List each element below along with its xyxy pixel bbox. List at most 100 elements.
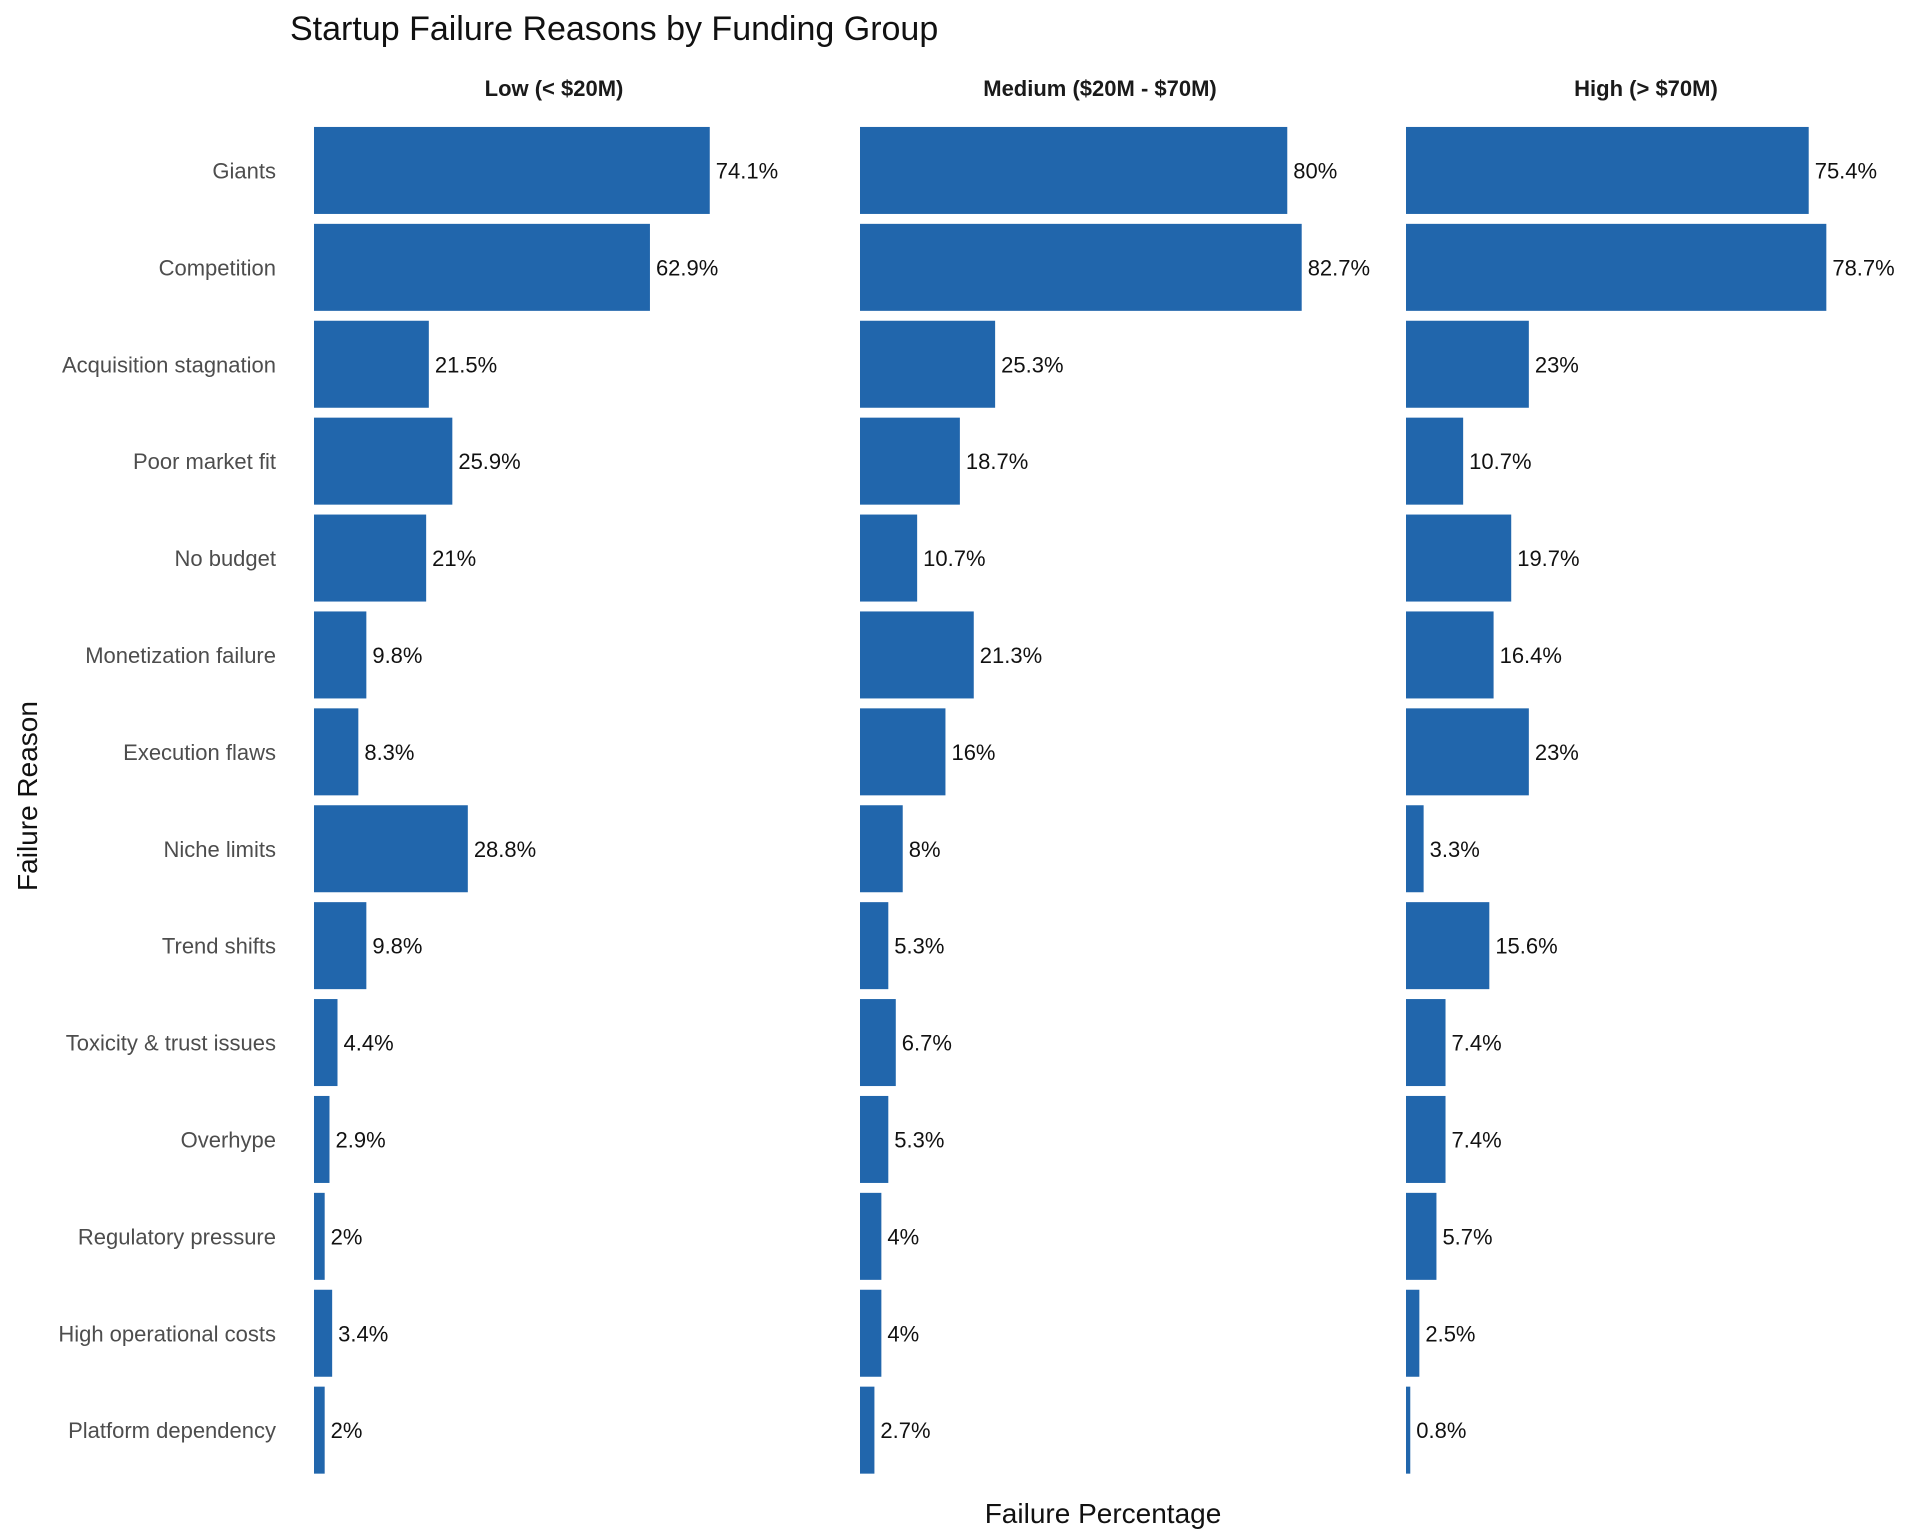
bar xyxy=(860,1095,889,1183)
data-label: 25.3% xyxy=(1001,352,1063,377)
data-label: 5.7% xyxy=(1442,1224,1492,1249)
data-label: 2% xyxy=(331,1224,363,1249)
category-label: High operational costs xyxy=(58,1321,276,1346)
bar xyxy=(860,1386,875,1474)
data-label: 10.7% xyxy=(923,546,985,571)
facet-label: Low (< $20M) xyxy=(485,76,624,101)
category-label: Regulatory pressure xyxy=(78,1224,276,1249)
data-label: 25.9% xyxy=(458,449,520,474)
bar xyxy=(314,999,338,1087)
data-label: 7.4% xyxy=(1452,1127,1502,1152)
facet-panel: Low (< $20M) 74.1% 62.9% 21.5% 25.9% 21% 9.8% 8… xyxy=(314,76,778,1474)
data-label: 2.5% xyxy=(1425,1321,1475,1346)
y-axis-title: Failure Reason xyxy=(12,701,43,891)
category-label: Poor market fit xyxy=(133,449,276,474)
category-label: Competition xyxy=(159,255,276,280)
bar xyxy=(860,1289,882,1377)
data-label: 21.5% xyxy=(435,352,497,377)
facet-panel: High (> $70M) 75.4% 78.7% 23% 10.7% 19.7% 16.4… xyxy=(1406,76,1895,1474)
data-label: 75.4% xyxy=(1815,158,1877,183)
bar xyxy=(1406,1289,1420,1377)
data-label: 9.8% xyxy=(372,934,422,959)
bar xyxy=(314,223,650,311)
bar xyxy=(314,1289,333,1377)
bar xyxy=(314,1192,325,1280)
bar xyxy=(860,320,996,408)
data-label: 8% xyxy=(909,837,941,862)
bar xyxy=(860,417,960,505)
category-label: Giants xyxy=(212,158,276,183)
bar xyxy=(860,999,896,1087)
bar xyxy=(1406,1095,1446,1183)
bar xyxy=(860,223,1302,311)
data-label: 4% xyxy=(887,1321,919,1346)
data-label: 15.6% xyxy=(1495,934,1557,959)
x-axis-title: Failure Percentage xyxy=(985,1498,1222,1529)
bar xyxy=(1406,611,1494,699)
data-label: 18.7% xyxy=(966,449,1028,474)
data-label: 10.7% xyxy=(1469,449,1531,474)
bar xyxy=(314,805,468,893)
bar xyxy=(1406,902,1490,990)
bar xyxy=(1406,320,1529,408)
category-label: Niche limits xyxy=(164,837,276,862)
data-label: 82.7% xyxy=(1308,255,1370,280)
bar xyxy=(314,417,453,505)
data-label: 3.3% xyxy=(1430,837,1480,862)
bar xyxy=(860,611,974,699)
bar xyxy=(314,126,710,214)
facets-layer: Giants Competition Acquisition stagnation P… xyxy=(58,76,1895,1474)
bar xyxy=(314,1386,325,1474)
bar xyxy=(314,708,359,796)
data-label: 21% xyxy=(432,546,476,571)
data-label: 7.4% xyxy=(1452,1031,1502,1056)
data-label: 16.4% xyxy=(1500,643,1562,668)
data-label: 28.8% xyxy=(474,837,536,862)
facet-label: High (> $70M) xyxy=(1574,76,1718,101)
bar xyxy=(314,902,367,990)
data-label: 80% xyxy=(1293,158,1337,183)
data-label: 4.4% xyxy=(344,1031,394,1056)
bar xyxy=(860,902,889,990)
bar xyxy=(1406,708,1529,796)
data-label: 21.3% xyxy=(980,643,1042,668)
bar xyxy=(1406,999,1446,1087)
bar xyxy=(1406,1386,1411,1474)
data-label: 23% xyxy=(1535,740,1579,765)
data-label: 3.4% xyxy=(338,1321,388,1346)
facet-panel: Medium ($20M - $70M) 80% 82.7% 25.3% 18.7% 10… xyxy=(860,76,1370,1474)
data-label: 5.3% xyxy=(894,934,944,959)
category-label: Trend shifts xyxy=(162,934,276,959)
data-label: 74.1% xyxy=(716,158,778,183)
bar xyxy=(1406,417,1464,505)
chart-title: Startup Failure Reasons by Funding Group xyxy=(290,10,938,48)
data-label: 8.3% xyxy=(364,740,414,765)
bar xyxy=(860,805,903,893)
category-label: Toxicity & trust issues xyxy=(66,1031,276,1056)
data-label: 62.9% xyxy=(656,255,718,280)
bar xyxy=(1406,805,1424,893)
bar xyxy=(1406,1192,1437,1280)
bar xyxy=(314,320,429,408)
data-label: 2.7% xyxy=(880,1418,930,1443)
bar xyxy=(1406,514,1512,602)
bar xyxy=(314,514,427,602)
bar xyxy=(860,708,946,796)
bar xyxy=(314,1095,330,1183)
category-label: No budget xyxy=(174,546,276,571)
facet-label: Medium ($20M - $70M) xyxy=(983,76,1217,101)
data-label: 6.7% xyxy=(902,1031,952,1056)
category-label: Acquisition stagnation xyxy=(62,352,276,377)
bar xyxy=(1406,126,1809,214)
data-label: 2.9% xyxy=(335,1127,385,1152)
data-label: 2% xyxy=(331,1418,363,1443)
data-label: 4% xyxy=(887,1224,919,1249)
category-label: Overhype xyxy=(181,1127,276,1152)
bar xyxy=(860,126,1288,214)
data-label: 0.8% xyxy=(1416,1418,1466,1443)
data-label: 5.3% xyxy=(894,1127,944,1152)
data-label: 9.8% xyxy=(372,643,422,668)
bar xyxy=(314,611,367,699)
